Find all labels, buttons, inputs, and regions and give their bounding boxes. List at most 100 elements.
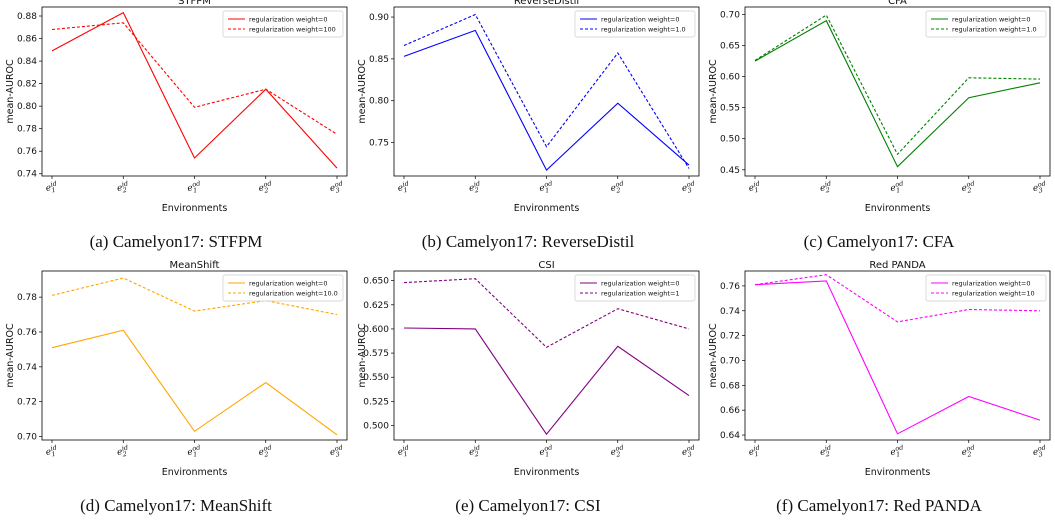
csi-yaxis-label: mean-AUROC [357, 323, 368, 388]
reversedistil-title: ReverseDistil [514, 0, 579, 7]
cfa-ytick-label: 0.50 [720, 135, 740, 145]
stfpm-ytick-label: 0.78 [17, 125, 37, 135]
csi-ytick-label: 0.575 [363, 349, 389, 359]
chart-cfa: CFA 0.45 0.50 0.55 0.60 0.65 0.70 e1id e2id e1od e… [708, 0, 1051, 214]
stfpm-series-dashed-line [51, 22, 338, 135]
red-panda-xtick-label: e3od [1032, 443, 1046, 458]
red-panda-ytick-label: 0.64 [720, 431, 740, 441]
reversedistil-legend-label: regularization weight=0 [601, 15, 679, 23]
reversedistil-series-solid-line [403, 29, 690, 172]
cfa-ytick-label: 0.55 [720, 104, 740, 114]
csi-ytick-label: 0.600 [363, 325, 389, 335]
cfa-xtick-text: e3od [1032, 179, 1048, 195]
meanshift-xtick-text: e2od [257, 443, 273, 459]
meanshift-series-solid-line [51, 329, 338, 436]
csi-xtick-label: e1id [397, 444, 411, 460]
cfa-title: CFA [888, 0, 907, 7]
panel-stfpm: STFPM 0.74 0.76 0.78 0.80 0.82 0.84 0.86 0.88 e1i… [0, 0, 352, 263]
red-panda-xtick-label: e2id [819, 444, 831, 459]
caption-stfpm: (a) Camelyon17: STFPM [89, 232, 263, 251]
red-panda-xtick-label: e2od [960, 443, 976, 459]
stfpm-title: STFPM [178, 0, 211, 7]
stfpm-xtick-label: e3od [329, 179, 345, 195]
meanshift-xtick-text: e2id [116, 444, 130, 460]
meanshift-ytick-label: 0.70 [17, 433, 37, 443]
stfpm-ytick-label: 0.80 [17, 102, 37, 112]
meanshift-xtick-label: e1id [45, 444, 57, 459]
meanshift-xtick-text: e3od [329, 443, 345, 459]
csi-ytick-label: 0.625 [363, 301, 389, 311]
stfpm-xtick-label: e2od [257, 179, 273, 195]
meanshift-xtick-label: e1od [187, 443, 201, 458]
stfpm-legend-box [222, 10, 344, 38]
reversedistil-yaxis-label: mean-AUROC [357, 59, 368, 124]
csi-ytick-label: 0.550 [363, 373, 389, 383]
reversedistil-xtick-text: e1od [538, 179, 554, 195]
cfa-ytick-label: 0.60 [720, 73, 740, 83]
csi-xaxis-label: Environments [514, 467, 580, 478]
csi-title: CSI [538, 260, 554, 271]
reversedistil-xtick-label: e2id [468, 180, 482, 196]
csi-xtick-text: e1id [397, 444, 411, 460]
cfa-xtick-text: e2id [819, 180, 833, 196]
red-panda-legend-label: regularization weight=10 [952, 289, 1035, 297]
stfpm-xtick-text: e3od [329, 179, 345, 195]
stfpm-ytick-label: 0.82 [17, 80, 37, 90]
csi-xtick-label: e1od [539, 443, 553, 458]
cfa-xtick-label: e3od [1032, 179, 1048, 195]
caption-csi: (e) Camelyon17: CSI [455, 496, 601, 515]
cfa-xaxis-label: Environments [865, 203, 931, 214]
stfpm-xtick-label: e2id [116, 180, 128, 195]
chart-csi: CSI 0.500 0.525 0.550 0.575 0.600 0.625 0.650 e1… [357, 260, 700, 478]
cfa-xtick-label: e1id [748, 180, 760, 195]
cfa-xtick-text: e1od [889, 179, 905, 195]
csi-ytick-label: 0.500 [363, 422, 389, 432]
stfpm-ytick-label: 0.84 [17, 57, 37, 67]
meanshift-ytick-label: 0.74 [17, 363, 37, 373]
reversedistil-xtick-label: e1id [397, 180, 411, 196]
red-panda-ytick-label: 0.68 [720, 381, 740, 391]
cfa-yaxis-label: mean-AUROC [708, 59, 719, 124]
csi-xtick-label: e2id [468, 444, 480, 459]
cfa-series-dashed-line [754, 14, 1041, 156]
chart-stfpm: STFPM 0.74 0.76 0.78 0.80 0.82 0.84 0.86 0.88 e1i… [5, 0, 348, 214]
stfpm-xtick-label: e1id [45, 180, 57, 195]
chart-reversedistil: ReverseDistil 0.75 0.80 0.85 0.90 e1id e2id e1o… [357, 0, 700, 214]
reversedistil-xtick-label: e1od [538, 179, 554, 195]
reversedistil-xtick-label: e2od [610, 179, 624, 194]
cfa-ytick-label: 0.70 [720, 10, 740, 20]
csi-xtick-text: e2od [609, 443, 625, 459]
csi-legend-label: regularization weight=1 [601, 289, 679, 297]
csi-ytick-label: 0.525 [363, 397, 389, 407]
meanshift-xaxis-label: Environments [162, 467, 228, 478]
caption-red-panda: (f) Camelyon17: Red PANDA [776, 496, 982, 515]
csi-xtick-text: e3od [681, 443, 697, 459]
reversedistil-xtick-text: e1id [397, 180, 411, 196]
meanshift-xtick-label: e2id [116, 444, 130, 460]
cfa-xtick-label: e1od [889, 179, 905, 195]
reversedistil-xtick-text: e2id [468, 180, 482, 196]
reversedistil-xtick-label: e3od [681, 179, 695, 194]
reversedistil-legend-box [574, 10, 696, 38]
csi-xtick-label: e2od [609, 443, 625, 459]
cfa-series-solid-line [754, 19, 1041, 168]
stfpm-legend-label: regularization weight=0 [249, 15, 327, 23]
meanshift-legend-box [222, 274, 344, 302]
panel-red-panda: Red PANDA 0.64 0.66 0.68 0.70 0.72 0.74 0.76 e1i… [703, 260, 1055, 527]
stfpm-ytick-label: 0.86 [17, 35, 37, 45]
panel-meanshift: MeanShift 0.70 0.72 0.74 0.76 0.78 e1id e2id e1o… [0, 260, 352, 527]
red-panda-xtick-text: e1od [889, 443, 905, 459]
red-panda-ytick-label: 0.66 [720, 406, 740, 416]
red-panda-ytick-label: 0.70 [720, 356, 740, 366]
cfa-legend-label: regularization weight=1.0 [952, 25, 1037, 33]
meanshift-legend-label: regularization weight=10.0 [249, 289, 338, 297]
cfa-xtick-text: e2od [960, 179, 976, 195]
panel-reversedistil: ReverseDistil 0.75 0.80 0.85 0.90 e1id e2id e1o… [352, 0, 704, 263]
csi-series-solid-line [403, 327, 690, 436]
red-panda-xtick-text: e2od [960, 443, 976, 459]
red-panda-ytick-label: 0.72 [720, 332, 740, 342]
red-panda-xtick-text: e1id [748, 444, 762, 460]
red-panda-xtick-label: e1id [748, 444, 762, 460]
stfpm-xtick-text: e2od [257, 179, 273, 195]
meanshift-title: MeanShift [170, 260, 220, 271]
